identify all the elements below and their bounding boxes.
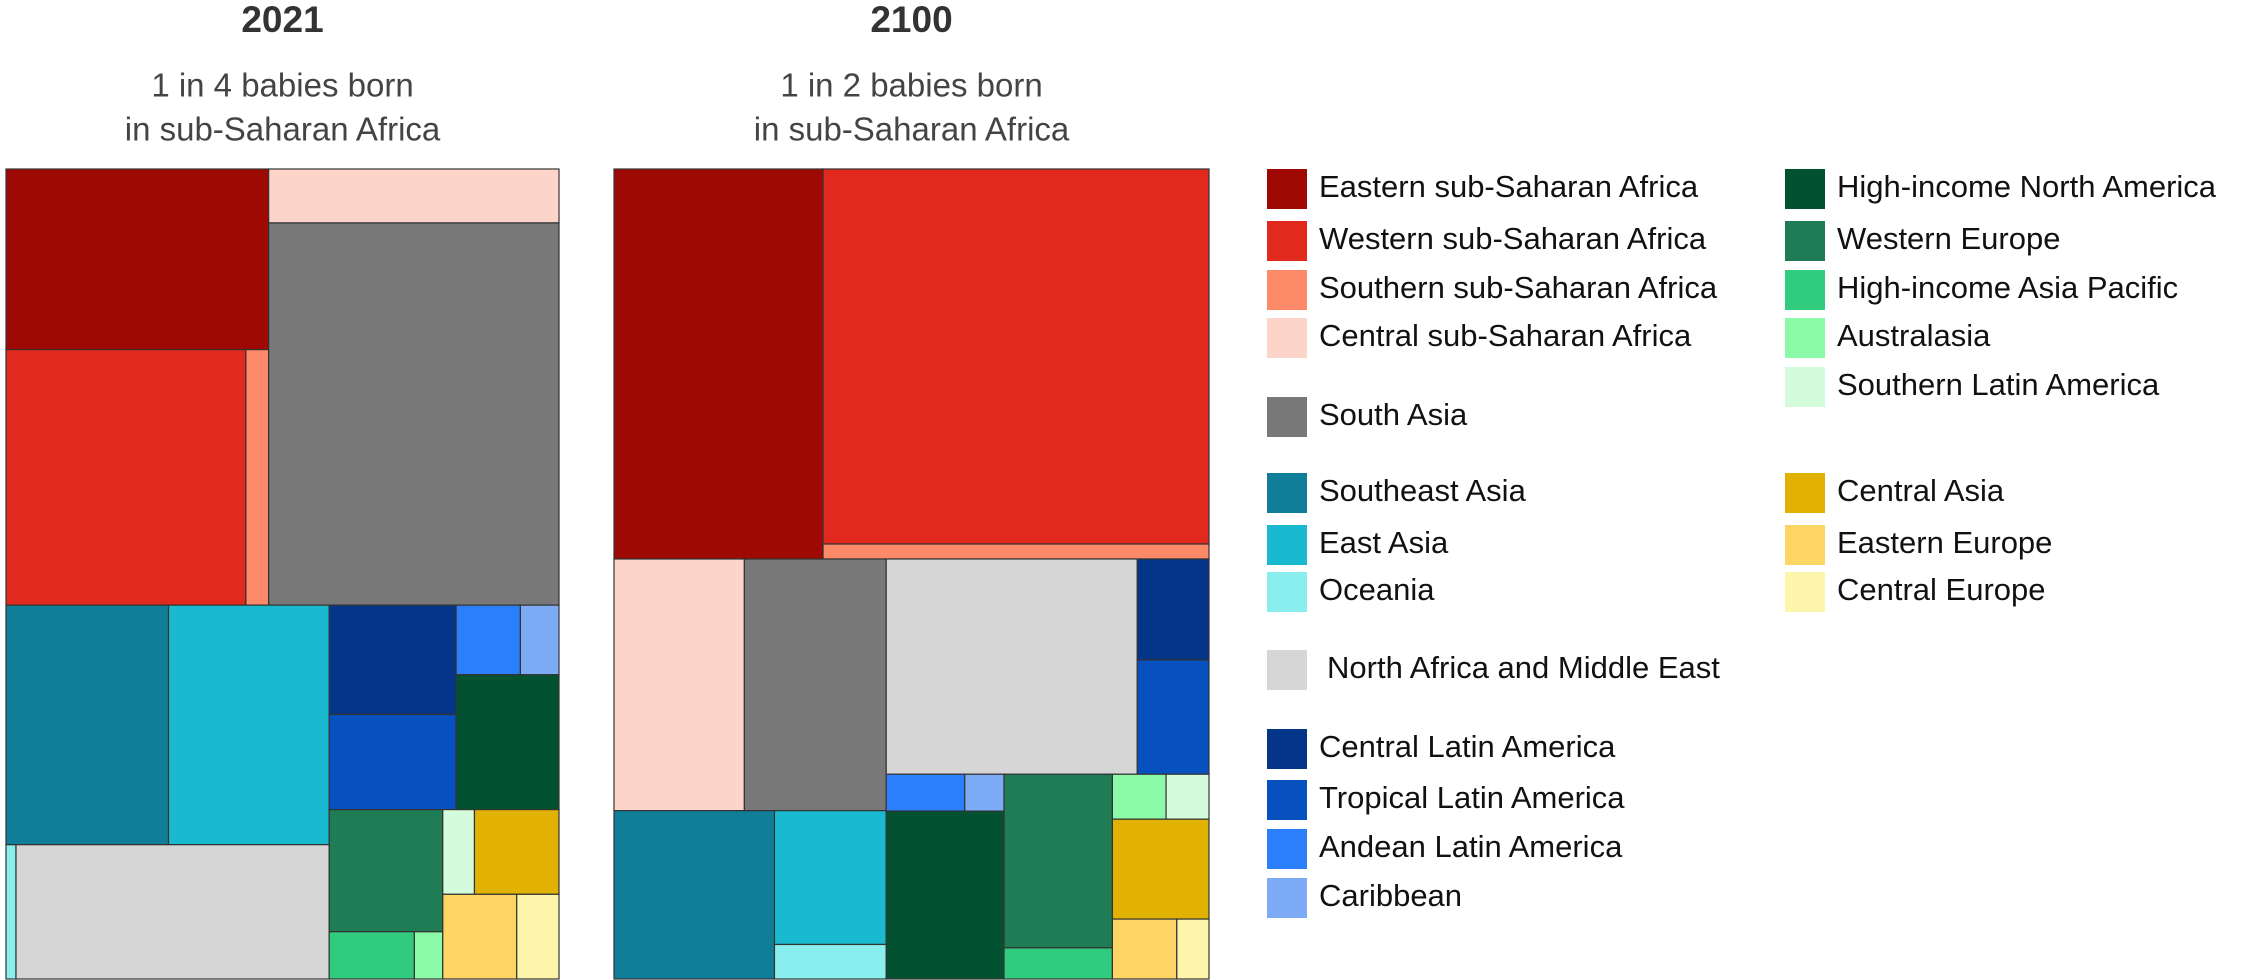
legend-swatch	[1785, 270, 1825, 310]
legend-swatch	[1267, 572, 1307, 612]
treemap-cell	[442, 893, 518, 980]
treemap-cell	[1136, 659, 1210, 775]
legend-label: Oceania	[1319, 572, 1435, 607]
chart-subtitle: 1 in 2 babies born	[780, 67, 1042, 104]
treemap-cell	[245, 348, 270, 606]
treemap-cell	[5, 604, 170, 846]
legend-swatch	[1267, 318, 1307, 358]
legend-label: North Africa and Middle East	[1327, 650, 1720, 685]
legend-swatch	[1267, 729, 1307, 769]
treemap-cell	[773, 810, 887, 946]
chart-subtitle: in sub-Saharan Africa	[754, 111, 1070, 148]
treemap-cell	[519, 604, 560, 676]
legend-label: Southern sub-Saharan Africa	[1319, 270, 1718, 305]
treemap-cell	[1003, 773, 1114, 949]
legend-label: Tropical Latin America	[1319, 780, 1625, 815]
legend-label: Andean Latin America	[1319, 829, 1623, 864]
treemap-cell	[613, 168, 824, 560]
treemap-cell	[613, 558, 745, 812]
legend-label: Southern Latin America	[1837, 367, 2160, 402]
chart-subtitle: in sub-Saharan Africa	[125, 111, 441, 148]
treemap-cell	[5, 844, 17, 980]
treemap-cell	[1165, 773, 1210, 820]
legend-swatch	[1267, 780, 1307, 820]
legend-swatch	[1785, 525, 1825, 565]
legend-label: Eastern sub-Saharan Africa	[1319, 169, 1699, 204]
treemap-cell	[15, 844, 330, 980]
treemap-cell	[885, 810, 1005, 980]
legend-label: High-income North America	[1837, 169, 2217, 204]
treemap-cell	[413, 931, 444, 980]
legend-label: Australasia	[1837, 318, 1991, 353]
legend-label: Central sub-Saharan Africa	[1319, 318, 1692, 353]
treemap-cell	[268, 168, 560, 224]
chart-title: 2100	[870, 0, 952, 40]
legend-label: High-income Asia Pacific	[1837, 270, 2178, 305]
treemap-cell	[328, 931, 415, 980]
treemap-cell	[442, 809, 476, 895]
treemap-cell	[964, 773, 1005, 812]
legend-swatch	[1267, 270, 1307, 310]
treemap-cell	[1111, 773, 1167, 820]
legend-swatch	[1267, 473, 1307, 513]
legend-label: East Asia	[1319, 525, 1449, 560]
legend-swatch	[1785, 572, 1825, 612]
legend-swatch	[1267, 829, 1307, 869]
legend-swatch	[1267, 650, 1307, 690]
legend-swatch	[1267, 221, 1307, 261]
legend-swatch	[1785, 318, 1825, 358]
treemap-cell	[885, 773, 966, 812]
legend-label: Caribbean	[1319, 878, 1462, 913]
treemap-cell	[1136, 558, 1210, 661]
treemap-cell	[773, 943, 887, 980]
chart-title: 2021	[241, 0, 323, 40]
legend-label: Eastern Europe	[1837, 525, 2052, 560]
treemap-cell	[822, 543, 1210, 560]
treemap-cell	[5, 168, 270, 351]
treemap-cell	[613, 810, 776, 980]
legend-swatch	[1785, 221, 1825, 261]
treemap-cell	[1111, 918, 1178, 980]
legend-label: Central Latin America	[1319, 729, 1616, 764]
legend-swatch	[1267, 169, 1307, 209]
treemap-cell	[455, 674, 560, 811]
treemap-cell	[516, 893, 560, 980]
treemap-cell	[268, 222, 560, 606]
treemap-cell	[167, 604, 330, 846]
legend-swatch	[1785, 473, 1825, 513]
treemap-cell	[328, 713, 457, 811]
legend-swatch	[1267, 878, 1307, 918]
treemap-cell	[328, 604, 457, 716]
legend-label: South Asia	[1319, 397, 1468, 432]
legend-label: Western sub-Saharan Africa	[1319, 221, 1707, 256]
chart-subtitle: 1 in 4 babies born	[151, 67, 413, 104]
treemap-cell	[1111, 818, 1210, 920]
legend-label: Southeast Asia	[1319, 473, 1527, 508]
legend-label: Central Asia	[1837, 473, 2005, 508]
treemap-cell	[473, 809, 560, 895]
treemap-cell	[455, 604, 522, 676]
legend-swatch	[1267, 397, 1307, 437]
treemap-cell	[328, 809, 444, 933]
legend-label: Central Europe	[1837, 572, 2046, 607]
treemap-cell	[1176, 918, 1210, 980]
legend-swatch	[1267, 525, 1307, 565]
treemap-cell	[743, 558, 887, 812]
legend-label: Western Europe	[1837, 221, 2060, 256]
treemap-cell	[1003, 947, 1114, 980]
treemap-cell	[5, 348, 247, 606]
legend-swatch	[1785, 169, 1825, 209]
treemap-cell	[822, 168, 1210, 545]
treemap-cell	[885, 558, 1138, 775]
legend-swatch	[1785, 367, 1825, 407]
